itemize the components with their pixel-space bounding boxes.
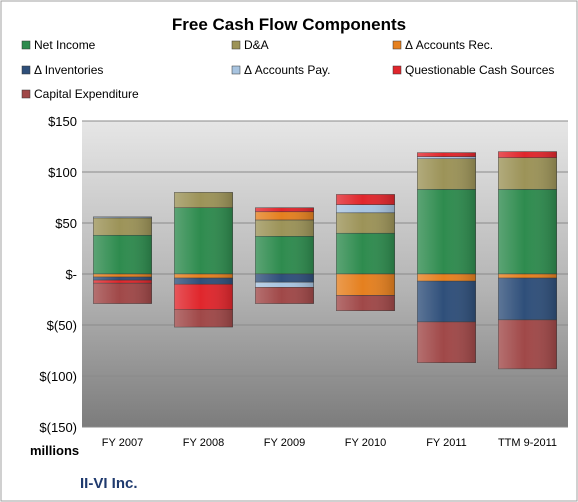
bar-segment-shading	[498, 319, 557, 369]
bar-segment-shading	[417, 152, 476, 157]
bar-segment-shading	[417, 281, 476, 322]
bar-segment-shading	[174, 278, 233, 285]
legend-label: Δ Inventories	[34, 63, 103, 77]
bar-segment-shading	[93, 280, 152, 284]
legend-label: Questionable Cash Sources	[405, 63, 554, 77]
bar-segment-shading	[498, 157, 557, 190]
legend-swatch	[21, 40, 31, 50]
bar-segment-shading	[255, 219, 314, 237]
bar-segment-shading	[417, 156, 476, 159]
legend-label: Net Income	[34, 38, 96, 52]
x-tick-label: FY 2011	[426, 437, 467, 449]
bar-segment-shading	[174, 207, 233, 274]
bar-segment-shading	[93, 274, 152, 278]
y-tick-label: $(100)	[39, 369, 77, 384]
bar-segment-shading	[93, 283, 152, 304]
company-name: II-VI Inc.	[80, 475, 138, 492]
y-tick-labels: $150 $100 $50 $- $(50) $(100) $(150)	[39, 114, 77, 435]
x-tick-label: FY 2007	[102, 437, 143, 449]
legend-swatch	[21, 89, 31, 99]
x-tick-label: FY 2009	[264, 437, 305, 449]
x-tick-label: FY 2008	[183, 437, 224, 449]
y-tick-label: $(150)	[39, 420, 77, 435]
legend: Net Income D&A Δ Accounts Rec. Δ Inventorie…	[21, 38, 554, 101]
bar-segment-shading	[174, 284, 233, 310]
bar-segment-shading	[255, 274, 314, 283]
bar-segment-shading	[255, 282, 314, 288]
legend-label: Capital Expenditure	[34, 87, 139, 101]
bar-segment-shading	[255, 211, 314, 220]
legend-label: Δ Accounts Pay.	[244, 63, 331, 77]
bar-segment-shading	[336, 295, 395, 311]
bar-segment-shading	[336, 204, 395, 213]
bars-layer	[93, 151, 557, 370]
y-tick-label: $100	[48, 165, 77, 180]
bar-segment-shading	[93, 235, 152, 274]
legend-label: D&A	[244, 38, 269, 52]
bar-segment-shading	[93, 217, 152, 236]
bar-segment-shading	[93, 216, 152, 218]
bar-segment-shading	[93, 277, 152, 281]
bar-segment-shading	[498, 189, 557, 274]
legend-swatch	[231, 40, 241, 50]
bar-segment-shading	[336, 274, 395, 296]
bar-segment-shading	[498, 274, 557, 279]
bar-segment-shading	[336, 233, 395, 274]
legend-label: Δ Accounts Rec.	[405, 38, 493, 52]
legend-swatch	[21, 65, 31, 75]
x-tick-label: TTM 9-2011	[498, 437, 557, 449]
legend-swatch	[392, 65, 402, 75]
bar-segment-shading	[417, 189, 476, 274]
bar-segment-shading	[336, 212, 395, 234]
bar-segment-shading	[498, 151, 557, 158]
x-tick-labels: FY 2007 FY 2008 FY 2009 FY 2010 FY 2011 TTM 9…	[102, 437, 557, 449]
chart-title: Free Cash Flow Components	[172, 15, 406, 34]
x-tick-label: FY 2010	[345, 437, 386, 449]
y-tick-label: $50	[55, 216, 77, 231]
bar-segment-shading	[498, 278, 557, 320]
y-tick-label: $-	[65, 267, 77, 282]
legend-swatch	[392, 40, 402, 50]
bar-segment-shading	[417, 321, 476, 363]
bar-segment-shading	[417, 158, 476, 190]
bar-segment-shading	[174, 309, 233, 328]
bar-segment-shading	[174, 192, 233, 208]
bar-segment-shading	[255, 207, 314, 212]
bar-segment-shading	[336, 194, 395, 205]
y-tick-label: $150	[48, 114, 77, 129]
legend-swatch	[231, 65, 241, 75]
y-axis-unit-label: millions	[30, 443, 79, 458]
bar-segment-shading	[255, 236, 314, 274]
bar-segment-shading	[174, 274, 233, 279]
grid-lines	[82, 120, 568, 428]
bar-segment-shading	[255, 287, 314, 304]
bar-segment-shading	[417, 274, 476, 282]
y-tick-label: $(50)	[47, 318, 77, 333]
